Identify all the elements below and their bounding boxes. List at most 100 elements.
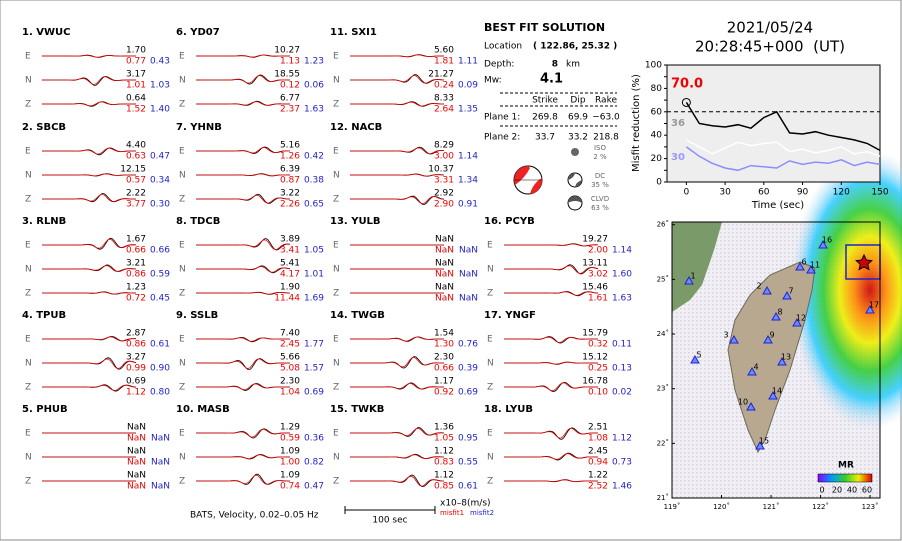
station-marker [762, 285, 772, 295]
station-title: 1. VWUC [22, 27, 70, 38]
misfit2: 0.65 [304, 200, 324, 210]
component-name: DC [595, 172, 605, 180]
waveform-synthetic [196, 454, 290, 460]
amplitude: 2.45 [588, 447, 608, 457]
component-label: E [25, 241, 31, 251]
annotation-dc: 36 [671, 118, 685, 129]
amplitude: 1.09 [280, 471, 300, 481]
component-label: Z [333, 477, 339, 487]
amplitude: 0.64 [126, 94, 146, 104]
component-label: N [25, 359, 32, 369]
station-number: 1 [690, 272, 695, 281]
misfit2: 1.23 [304, 57, 324, 67]
amplitude: 6.39 [280, 165, 300, 175]
component-label: N [25, 171, 32, 181]
waveform-synthetic [42, 147, 136, 155]
solution-title: BEST FIT SOLUTION [484, 21, 605, 34]
component-name: ISO [594, 144, 607, 152]
amplitude: 10.27 [274, 46, 300, 56]
lat-tick-label: 26˚ [657, 221, 669, 229]
misfit2: 0.30 [150, 200, 170, 210]
waveform-synthetic [350, 173, 445, 177]
lat-tick-label: 21˚ [657, 494, 669, 502]
component-label: N [333, 76, 340, 86]
component-label: E [179, 241, 185, 251]
component-label: E [333, 241, 339, 251]
misfit2: NaN [459, 246, 478, 256]
misfit1: 0.77 [126, 57, 146, 67]
station-title: 6. YD07 [176, 27, 220, 38]
component-percent: 2 % [593, 153, 607, 161]
misfit1: 3.31 [434, 176, 454, 186]
station-marker [818, 239, 828, 249]
epicenter [855, 253, 873, 271]
component-label: N [179, 76, 186, 86]
y-tick-label: 0 [656, 178, 662, 188]
misfit2: NaN [151, 434, 170, 444]
misfit2: 1.69 [304, 294, 324, 304]
misfit2: 1.35 [458, 105, 478, 115]
waveform-synthetic [196, 146, 290, 154]
misfit1: 0.99 [126, 364, 146, 374]
station-number: 16 [822, 236, 832, 245]
misfit2: 1.77 [304, 340, 324, 350]
amplitude: NaN [127, 447, 146, 457]
waveform-synthetic [350, 382, 444, 390]
colorbar-label: 0 [819, 486, 824, 495]
misfit2: 0.42 [304, 152, 324, 162]
amplitude: 1.12 [434, 471, 454, 481]
misfit1: 0.86 [126, 340, 146, 350]
series-line [685, 146, 881, 172]
colorbar-label: 60 [862, 486, 872, 495]
misfit2: NaN [459, 294, 478, 304]
station-title: 13. YULB [330, 216, 381, 227]
station-title: 18. LYUB [484, 404, 533, 415]
amplitude: NaN [127, 423, 146, 433]
component-label: Z [333, 289, 339, 299]
component-label: Z [487, 383, 493, 393]
y-tick-label: 40 [651, 131, 663, 141]
x-axis-title: Time (sec) [751, 200, 804, 211]
misfit1: NaN [435, 270, 454, 280]
colorbar-label: 20 [832, 486, 842, 495]
waveform-synthetic [504, 361, 598, 365]
misfit1: 1.12 [126, 388, 146, 398]
misfit1: 11.44 [274, 294, 300, 304]
amplitude: 3.89 [280, 235, 300, 245]
waveform-synthetic [42, 265, 137, 272]
colorbar-title: MR [838, 461, 854, 471]
waveform-synthetic [504, 265, 599, 274]
misfit1: 5.08 [280, 364, 300, 374]
misfit1: 0.32 [588, 340, 608, 350]
station-marker [690, 354, 700, 364]
x-tick-label: 0 [683, 188, 689, 198]
misfit1: 0.85 [434, 482, 454, 492]
amplitude: NaN [435, 283, 454, 293]
amplitude: 18.55 [274, 70, 300, 80]
misfit1: 0.24 [434, 81, 454, 91]
station-title: 16. PCYB [484, 216, 535, 227]
amplitude: NaN [435, 259, 454, 269]
plane-label: Plane 1: [484, 113, 520, 123]
amplitude: 5.41 [280, 259, 300, 269]
amplitude: 21.27 [428, 70, 454, 80]
y-axis-title: Misfit reduction (%) [631, 74, 642, 172]
amplitude: 1.54 [434, 329, 454, 339]
misfit2: NaN [151, 458, 170, 468]
component-label: N [333, 265, 340, 275]
plane-value: 69.9 [568, 113, 588, 123]
amplitude: 1.23 [126, 283, 146, 293]
misfit1: 0.87 [280, 176, 300, 186]
component-label: E [25, 147, 31, 157]
lon-tick-label: 123˚ [862, 503, 879, 511]
station-number: 9 [769, 331, 774, 340]
misfit2: 1.14 [458, 152, 478, 162]
waveform-synthetic [196, 101, 290, 106]
misfit1: 1.01 [126, 81, 146, 91]
component-label: N [179, 265, 186, 275]
station-number: 7 [788, 287, 793, 296]
misfit1: 0.86 [126, 270, 146, 280]
lat-tick-label: 25˚ [657, 275, 669, 283]
component-label: Z [333, 383, 339, 393]
y-tick-label: 80 [651, 84, 663, 94]
